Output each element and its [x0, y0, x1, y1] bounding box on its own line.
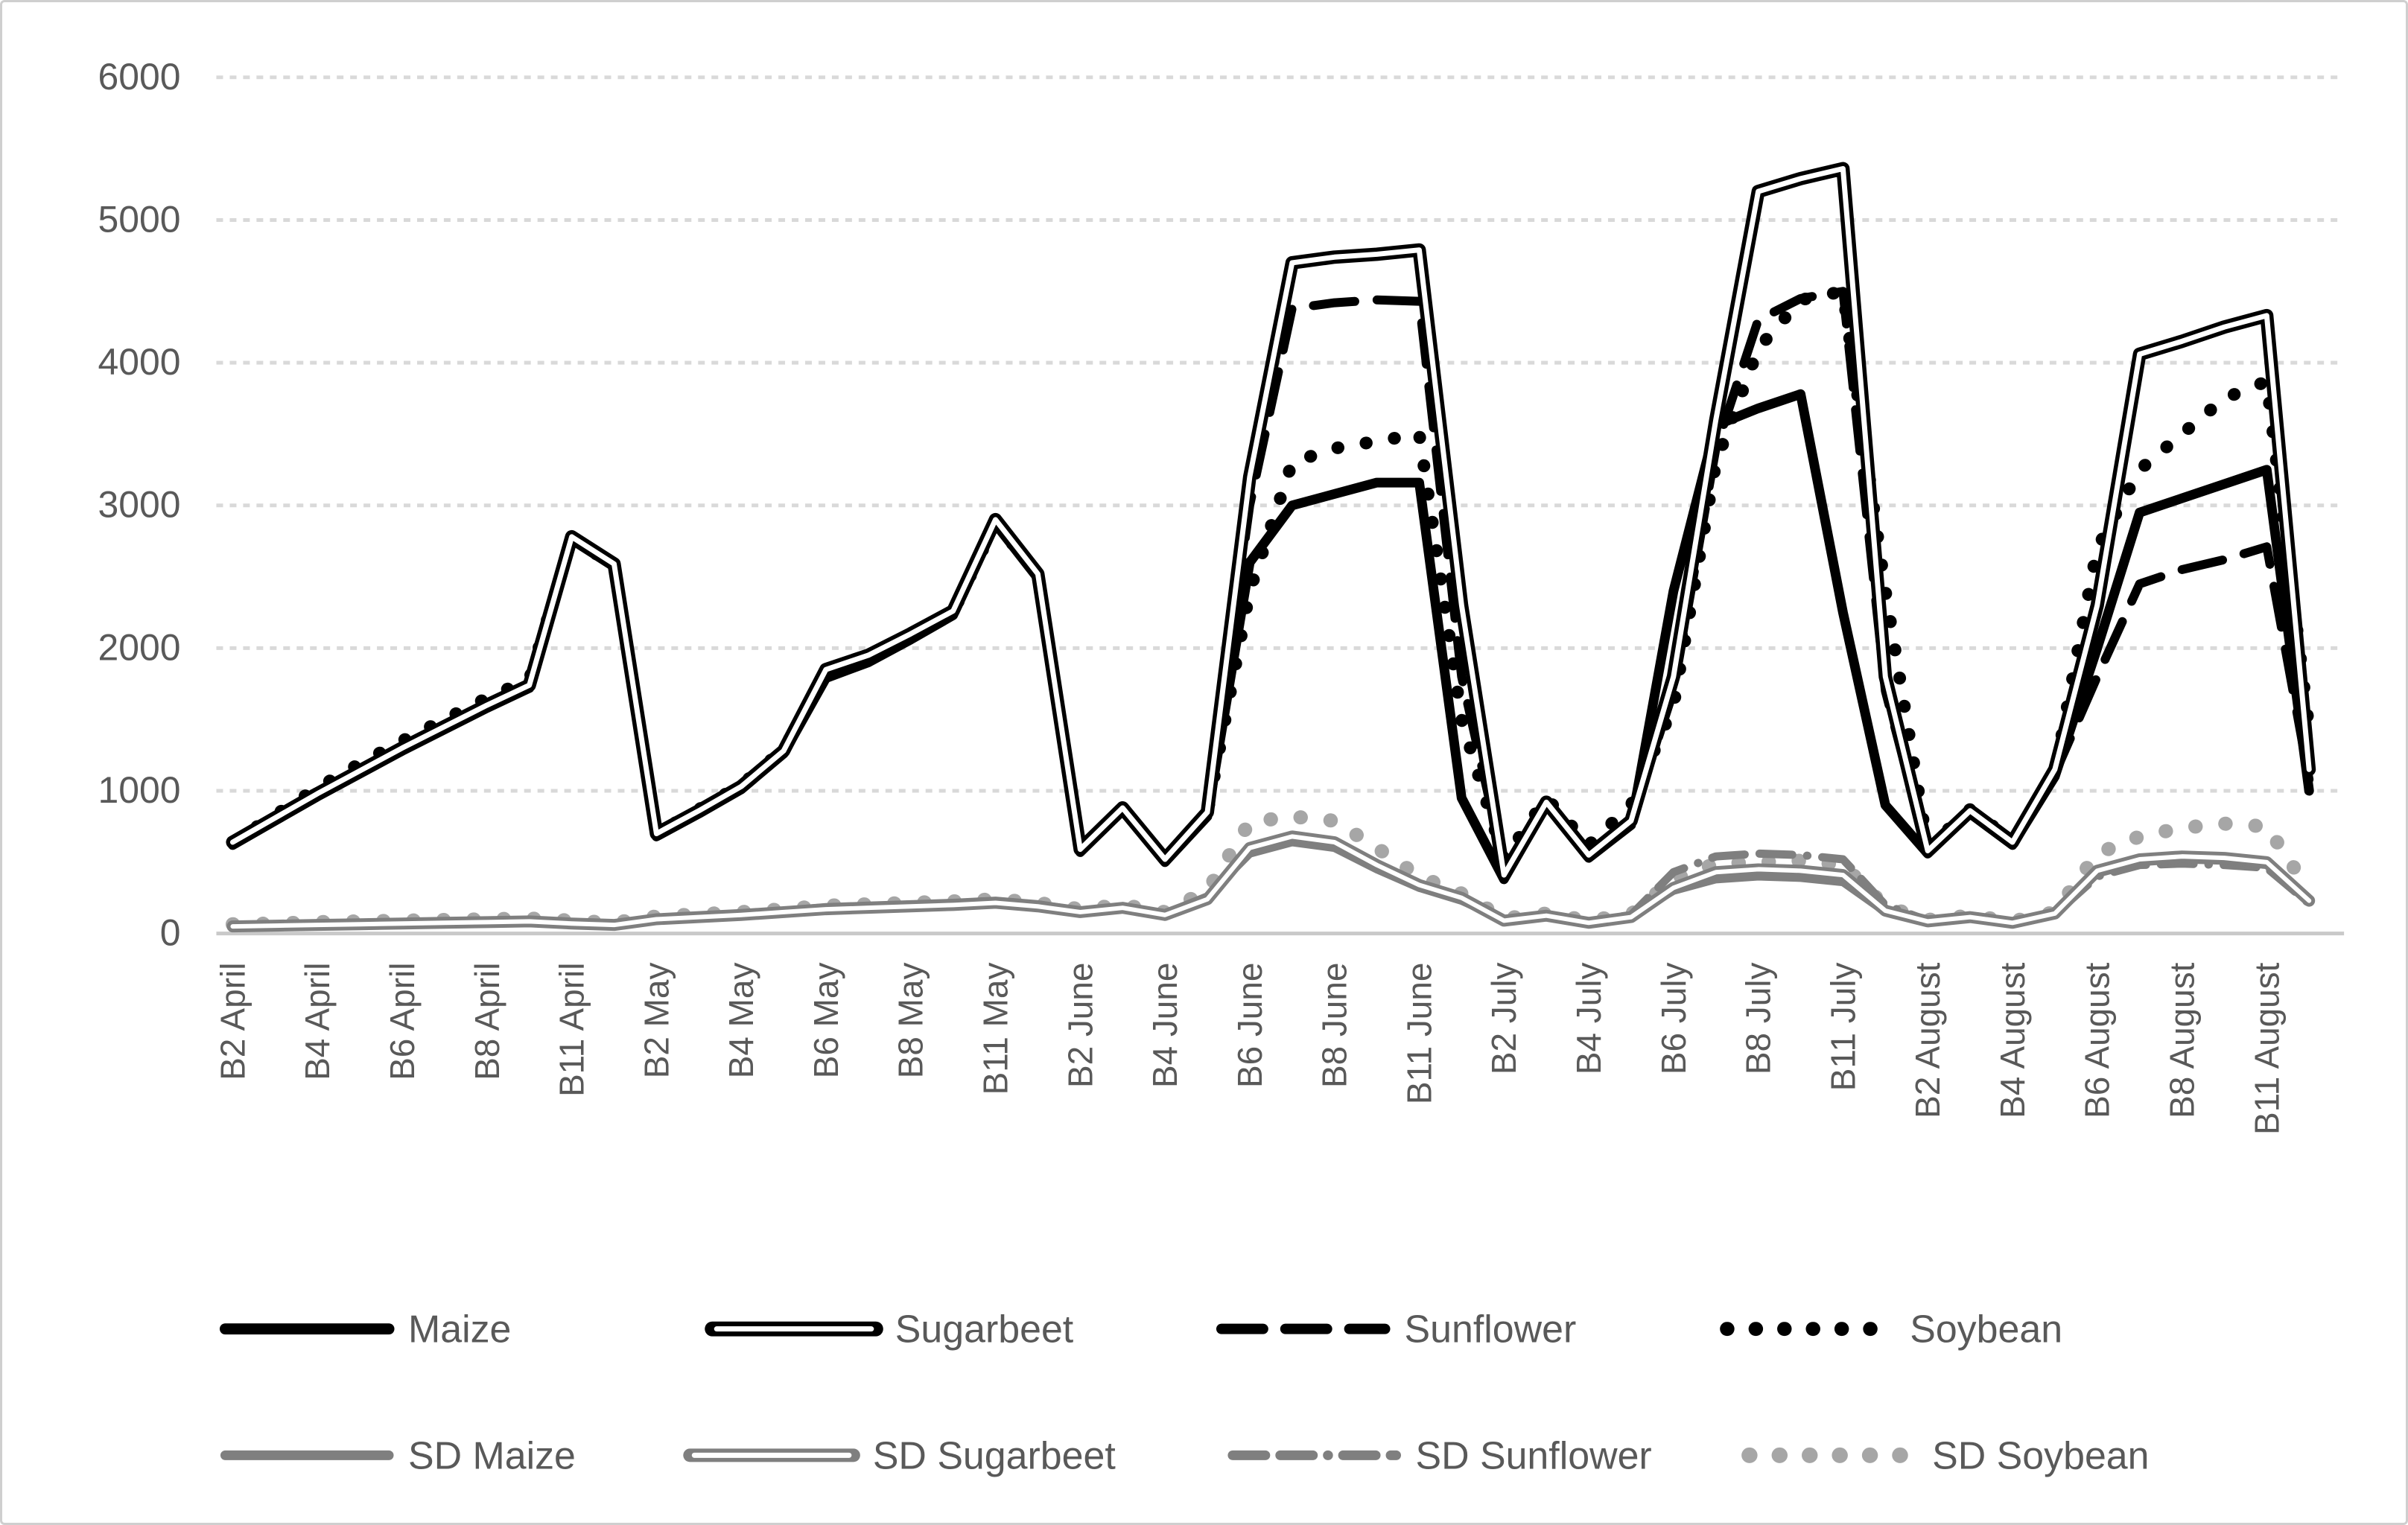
x-tick-label: B2 June: [1061, 963, 1099, 1088]
x-tick-label: B6 May: [807, 963, 845, 1079]
legend-label-sunflower: Sunflower: [1404, 1308, 1576, 1351]
y-tick-label: 2000: [98, 626, 181, 668]
legend-label-sugarbeet: Sugarbeet: [895, 1308, 1074, 1351]
x-tick-label: B11 July: [1823, 963, 1862, 1092]
x-tick-label: B2 July: [1484, 963, 1523, 1075]
x-tick-label: B4 July: [1569, 963, 1608, 1075]
series-line-sd-sunflower: [228, 835, 2313, 930]
legend-label-sd-soybean: SD Soybean: [1932, 1433, 2149, 1477]
series-core-sugarbeet: [229, 165, 2312, 878]
x-tick-label: B4 August: [1993, 962, 2032, 1118]
legend-label-soybean: Soybean: [1910, 1308, 2062, 1351]
x-tick-label: B4 June: [1146, 963, 1184, 1088]
x-tick-label: B4 April: [298, 963, 337, 1080]
legend-label-maize: Maize: [408, 1308, 511, 1351]
x-tick-label: B8 June: [1315, 963, 1354, 1088]
x-tick-label: B6 June: [1230, 963, 1269, 1088]
y-tick-label: 1000: [98, 769, 181, 811]
legend-label-sd-sugarbeet: SD Sugarbeet: [873, 1433, 1116, 1477]
y-tick-label: 6000: [98, 56, 181, 98]
x-tick-label: B6 April: [383, 963, 422, 1080]
legend-label-sd-maize: SD Maize: [408, 1433, 576, 1477]
legend-label-sd-sunflower: SD Sunflower: [1415, 1433, 1651, 1477]
x-tick-label: B2 May: [637, 963, 676, 1079]
x-tick-label: B2 April: [213, 963, 252, 1080]
series-line-sunflower: [228, 287, 2314, 870]
x-tick-label: B6 July: [1654, 963, 1693, 1075]
x-tick-label: B8 August: [2163, 962, 2202, 1118]
x-tick-label: B4 May: [722, 963, 760, 1079]
x-tick-label: B6 August: [2078, 962, 2117, 1118]
x-tick-label: B11 April: [553, 963, 591, 1097]
x-tick-label: B11 June: [1400, 963, 1438, 1105]
x-tick-label: B8 May: [892, 963, 930, 1079]
y-tick-label: 3000: [98, 484, 181, 526]
x-tick-label: B8 July: [1739, 963, 1778, 1075]
x-tick-label: B8 April: [468, 963, 506, 1080]
series-line-sd-maize: [228, 838, 2313, 929]
y-tick-label: 0: [160, 912, 181, 954]
series-core-sd-sugarbeet: [230, 834, 2312, 929]
x-tick-label: B2 August: [1908, 962, 1947, 1118]
x-tick-label: B11 May: [976, 963, 1014, 1095]
y-tick-label: 4000: [98, 341, 181, 383]
x-tick-label: B11 August: [2247, 962, 2286, 1135]
y-tick-label: 5000: [98, 198, 181, 240]
